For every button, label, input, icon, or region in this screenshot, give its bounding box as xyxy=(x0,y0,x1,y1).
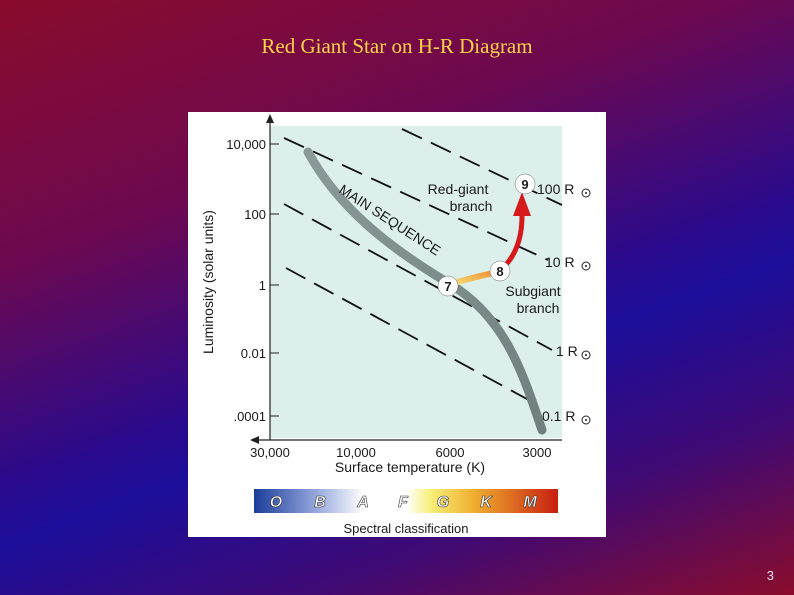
spectral-class-o: O xyxy=(270,494,283,511)
slide-title: Red Giant Star on H-R Diagram xyxy=(261,34,533,58)
spectral-class-f: F xyxy=(398,494,409,511)
y-tick-label: 100 xyxy=(244,207,266,222)
red-giant-arrow-head xyxy=(513,192,531,216)
spectral-bar xyxy=(254,489,558,513)
hr-diagram-svg: 10,000 100 1 0.01 .0001 30,000 10,000 60… xyxy=(200,114,591,536)
red-giant-label: Red-giant xyxy=(428,181,489,197)
plot-area xyxy=(270,126,562,438)
sun-symbol-icon xyxy=(581,415,591,425)
spectral-class-m: M xyxy=(523,494,537,511)
stage-marker-7: 7 xyxy=(437,275,459,297)
x-tick-label: 3000 xyxy=(523,445,552,460)
y-axis-label: Luminosity (solar units) xyxy=(200,210,216,354)
svg-text:9: 9 xyxy=(521,177,528,192)
radius-label-10: 10 R xyxy=(545,254,591,271)
y-tick-label: 0.01 xyxy=(241,346,266,361)
radius-label-0-1: 0.1 R xyxy=(542,408,591,425)
red-giant-label: branch xyxy=(450,198,493,214)
stage-marker-9: 9 xyxy=(514,173,536,195)
svg-text:7: 7 xyxy=(444,279,451,294)
sun-symbol-icon xyxy=(581,350,591,360)
spectral-label: Spectral classification xyxy=(344,521,469,536)
subgiant-label: Subgiant xyxy=(505,283,560,299)
hr-diagram-figure: 10,000 100 1 0.01 .0001 30,000 10,000 60… xyxy=(188,112,606,537)
svg-text:10 R: 10 R xyxy=(545,254,575,270)
slide-number: 3 xyxy=(766,568,774,583)
stage-marker-8: 8 xyxy=(489,260,511,282)
svg-text:100 R: 100 R xyxy=(537,181,574,197)
x-tick-label: 6000 xyxy=(436,445,465,460)
spectral-class-a: A xyxy=(356,494,369,511)
svg-text:0.1 R: 0.1 R xyxy=(542,408,575,424)
spectral-class-g: G xyxy=(437,494,449,511)
sun-symbol-icon xyxy=(581,261,591,271)
spectral-class-k: K xyxy=(480,494,493,511)
y-tick-label: 10,000 xyxy=(226,137,266,152)
subgiant-label: branch xyxy=(517,300,560,316)
radius-lines xyxy=(283,128,563,406)
x-tick-label: 30,000 xyxy=(250,445,290,460)
spectral-letters: O B A F G K M xyxy=(269,494,537,512)
x-axis-label: Surface temperature (K) xyxy=(335,459,485,475)
sun-symbol-icon xyxy=(581,188,591,198)
y-tick-label: 1 xyxy=(259,278,266,293)
svg-text:8: 8 xyxy=(496,264,503,279)
x-axis-arrow xyxy=(250,436,259,444)
radius-label-1: 1 R xyxy=(556,343,591,360)
y-ticks xyxy=(270,143,279,417)
radius-label-100: 100 R xyxy=(537,181,591,198)
spectral-class-b: B xyxy=(314,494,326,511)
svg-text:1 R: 1 R xyxy=(556,343,578,359)
y-axis-arrow xyxy=(266,114,274,123)
x-tick-label: 10,000 xyxy=(336,445,376,460)
y-tick-label: .0001 xyxy=(233,409,266,424)
